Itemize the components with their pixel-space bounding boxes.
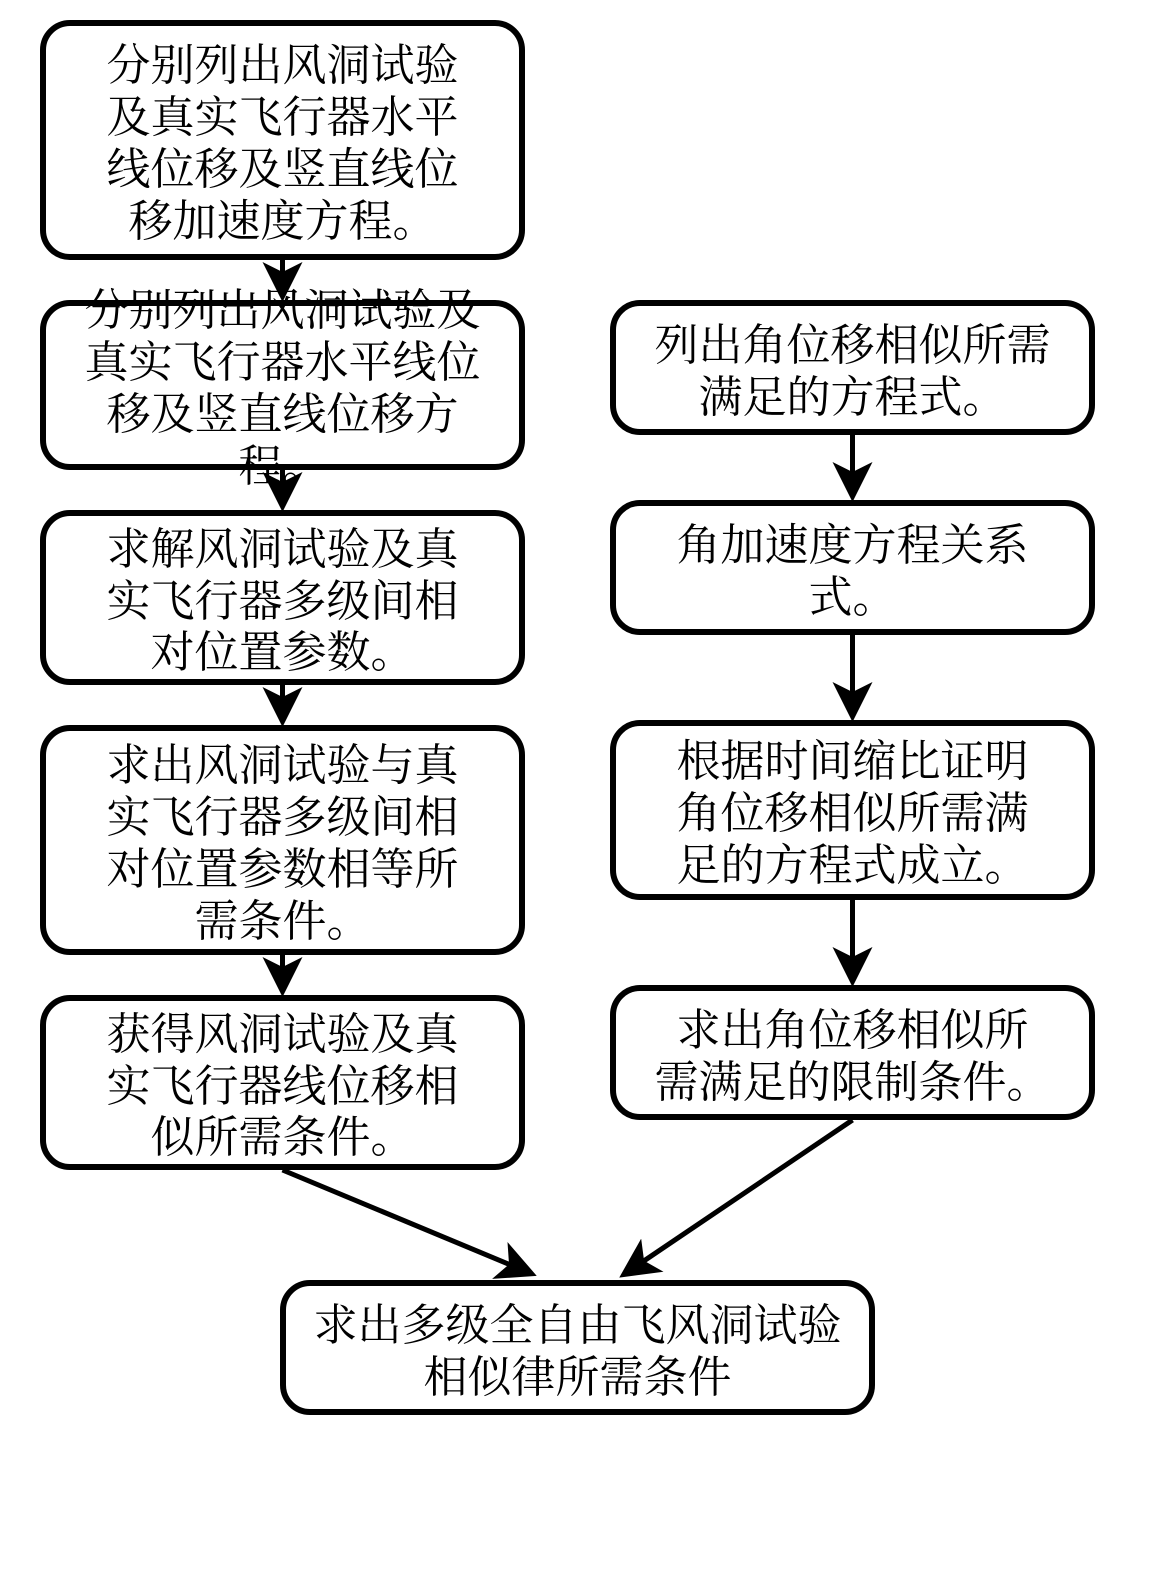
node-label: 分别列出风洞试验及 真实飞行器水平线位 移及竖直线位移方程。 [64,281,501,489]
node-left-3: 求解风洞试验及真 实飞行器多级间相 对位置参数。 [40,510,525,685]
node-left-1: 分别列出风洞试验 及真实飞行器水平 线位移及竖直线位 移加速度方程。 [40,20,525,260]
node-label: 分别列出风洞试验 及真实飞行器水平 线位移及竖直线位 移加速度方程。 [107,36,459,244]
node-left-5: 获得风洞试验及真 实飞行器线位移相 似所需条件。 [40,995,525,1170]
node-right-2: 角加速度方程关系 式。 [610,500,1095,635]
node-left-4: 求出风洞试验与真 实飞行器多级间相 对位置参数相等所 需条件。 [40,725,525,955]
flowchart-canvas: 分别列出风洞试验 及真实飞行器水平 线位移及竖直线位 移加速度方程。 分别列出风… [0,0,1153,1570]
node-label: 获得风洞试验及真 实飞行器线位移相 似所需条件。 [107,1005,459,1161]
node-bottom: 求出多级全自由飞风洞试验 相似律所需条件 [280,1280,875,1415]
node-right-1: 列出角位移相似所需 满足的方程式。 [610,300,1095,435]
node-label: 求出角位移相似所 需满足的限制条件。 [655,1001,1051,1105]
node-label: 求出多级全自由飞风洞试验 相似律所需条件 [314,1296,842,1400]
node-right-4: 求出角位移相似所 需满足的限制条件。 [610,985,1095,1120]
node-right-3: 根据时间缩比证明 角位移相似所需满 足的方程式成立。 [610,720,1095,900]
node-left-2: 分别列出风洞试验及 真实飞行器水平线位 移及竖直线位移方程。 [40,300,525,470]
node-label: 列出角位移相似所需 满足的方程式。 [655,316,1051,420]
node-label: 根据时间缩比证明 角位移相似所需满 足的方程式成立。 [677,732,1029,888]
node-label: 求解风洞试验及真 实飞行器多级间相 对位置参数。 [107,520,459,676]
node-label: 求出风洞试验与真 实飞行器多级间相 对位置参数相等所 需条件。 [107,736,459,944]
node-label: 角加速度方程关系 式。 [677,516,1029,620]
